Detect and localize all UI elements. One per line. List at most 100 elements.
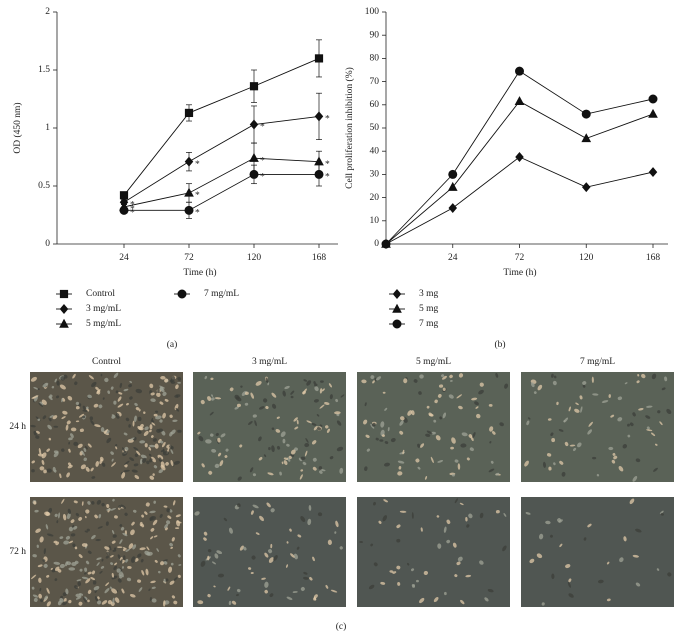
cell [468, 434, 473, 438]
cell [39, 536, 44, 543]
cell [66, 420, 71, 425]
cell [656, 568, 660, 571]
cell [372, 380, 375, 384]
cell [287, 457, 291, 462]
cell [68, 526, 74, 532]
marker [514, 96, 525, 106]
cell [122, 547, 127, 550]
y-axis-title: OD (450 nm) [12, 102, 23, 153]
cell [79, 568, 83, 572]
cell [450, 446, 455, 450]
cell [139, 440, 146, 444]
marker [314, 169, 324, 179]
cell [66, 512, 71, 520]
cell [111, 529, 115, 535]
cell [237, 476, 242, 481]
cell [300, 456, 306, 461]
cell [207, 549, 212, 553]
cell [311, 440, 317, 445]
cell [313, 596, 317, 601]
cell [151, 598, 157, 603]
cell [81, 543, 88, 547]
cell [402, 449, 405, 455]
cell [551, 573, 555, 580]
cell [170, 449, 174, 454]
cell [302, 390, 306, 395]
cell [119, 524, 123, 527]
cell [85, 509, 90, 514]
marker [648, 94, 658, 104]
cell [149, 429, 152, 433]
cell [551, 437, 556, 443]
cell [81, 501, 84, 506]
marker [581, 182, 591, 193]
legend-label: 7 mg [419, 319, 439, 329]
cell [156, 548, 159, 552]
marker [314, 111, 324, 122]
cell [109, 545, 112, 551]
cell [87, 394, 92, 399]
y-tick-label: 0 [374, 239, 379, 249]
cell [313, 399, 319, 403]
y-tick-label: 60 [370, 100, 380, 110]
cell [115, 390, 119, 394]
cell [151, 586, 156, 589]
cell [121, 588, 125, 594]
cell [243, 546, 247, 551]
cell [48, 507, 53, 514]
cell [163, 561, 168, 565]
cell [375, 376, 382, 381]
cell [91, 534, 96, 540]
cell [418, 391, 422, 395]
y-tick-label: 30 [370, 170, 380, 180]
cell [38, 593, 42, 599]
cell [364, 466, 368, 471]
cell [479, 382, 484, 387]
cell [169, 542, 173, 547]
column-header: 3 mg/mL [252, 357, 287, 367]
significance-marker: * [195, 209, 200, 219]
cell [441, 374, 445, 378]
cell [93, 585, 100, 591]
cell [101, 558, 104, 562]
cell [150, 417, 154, 424]
y-axis-title: Cell proliferation inhibition (%) [344, 67, 355, 189]
cell [216, 550, 223, 555]
cell [425, 433, 431, 437]
cell [153, 535, 158, 538]
cell [149, 597, 152, 601]
cell [137, 579, 142, 583]
cell [117, 396, 122, 402]
cell [461, 432, 468, 437]
cell [87, 571, 92, 575]
cell [125, 558, 129, 563]
legend-label: 5 mg/mL [86, 319, 121, 329]
marker [648, 108, 658, 118]
cell [88, 375, 94, 380]
cell [34, 509, 39, 513]
cell [149, 383, 154, 389]
cell [113, 400, 117, 405]
y-tick-label: 80 [370, 54, 380, 64]
cell [541, 602, 545, 606]
cell [141, 569, 145, 576]
cell [261, 577, 266, 580]
cell [207, 593, 211, 598]
cell [359, 540, 363, 544]
cell [43, 469, 47, 474]
cell [389, 570, 394, 573]
cell [258, 406, 265, 410]
cell [134, 453, 139, 458]
cell [660, 512, 664, 516]
cell [172, 419, 178, 422]
cell [574, 408, 580, 413]
cell [217, 573, 225, 578]
cell [32, 395, 39, 399]
cell [204, 375, 208, 380]
cell [173, 600, 178, 605]
marker [581, 109, 591, 119]
cell [82, 409, 88, 412]
cell [565, 564, 571, 569]
cell [293, 553, 298, 560]
cell [563, 419, 566, 423]
